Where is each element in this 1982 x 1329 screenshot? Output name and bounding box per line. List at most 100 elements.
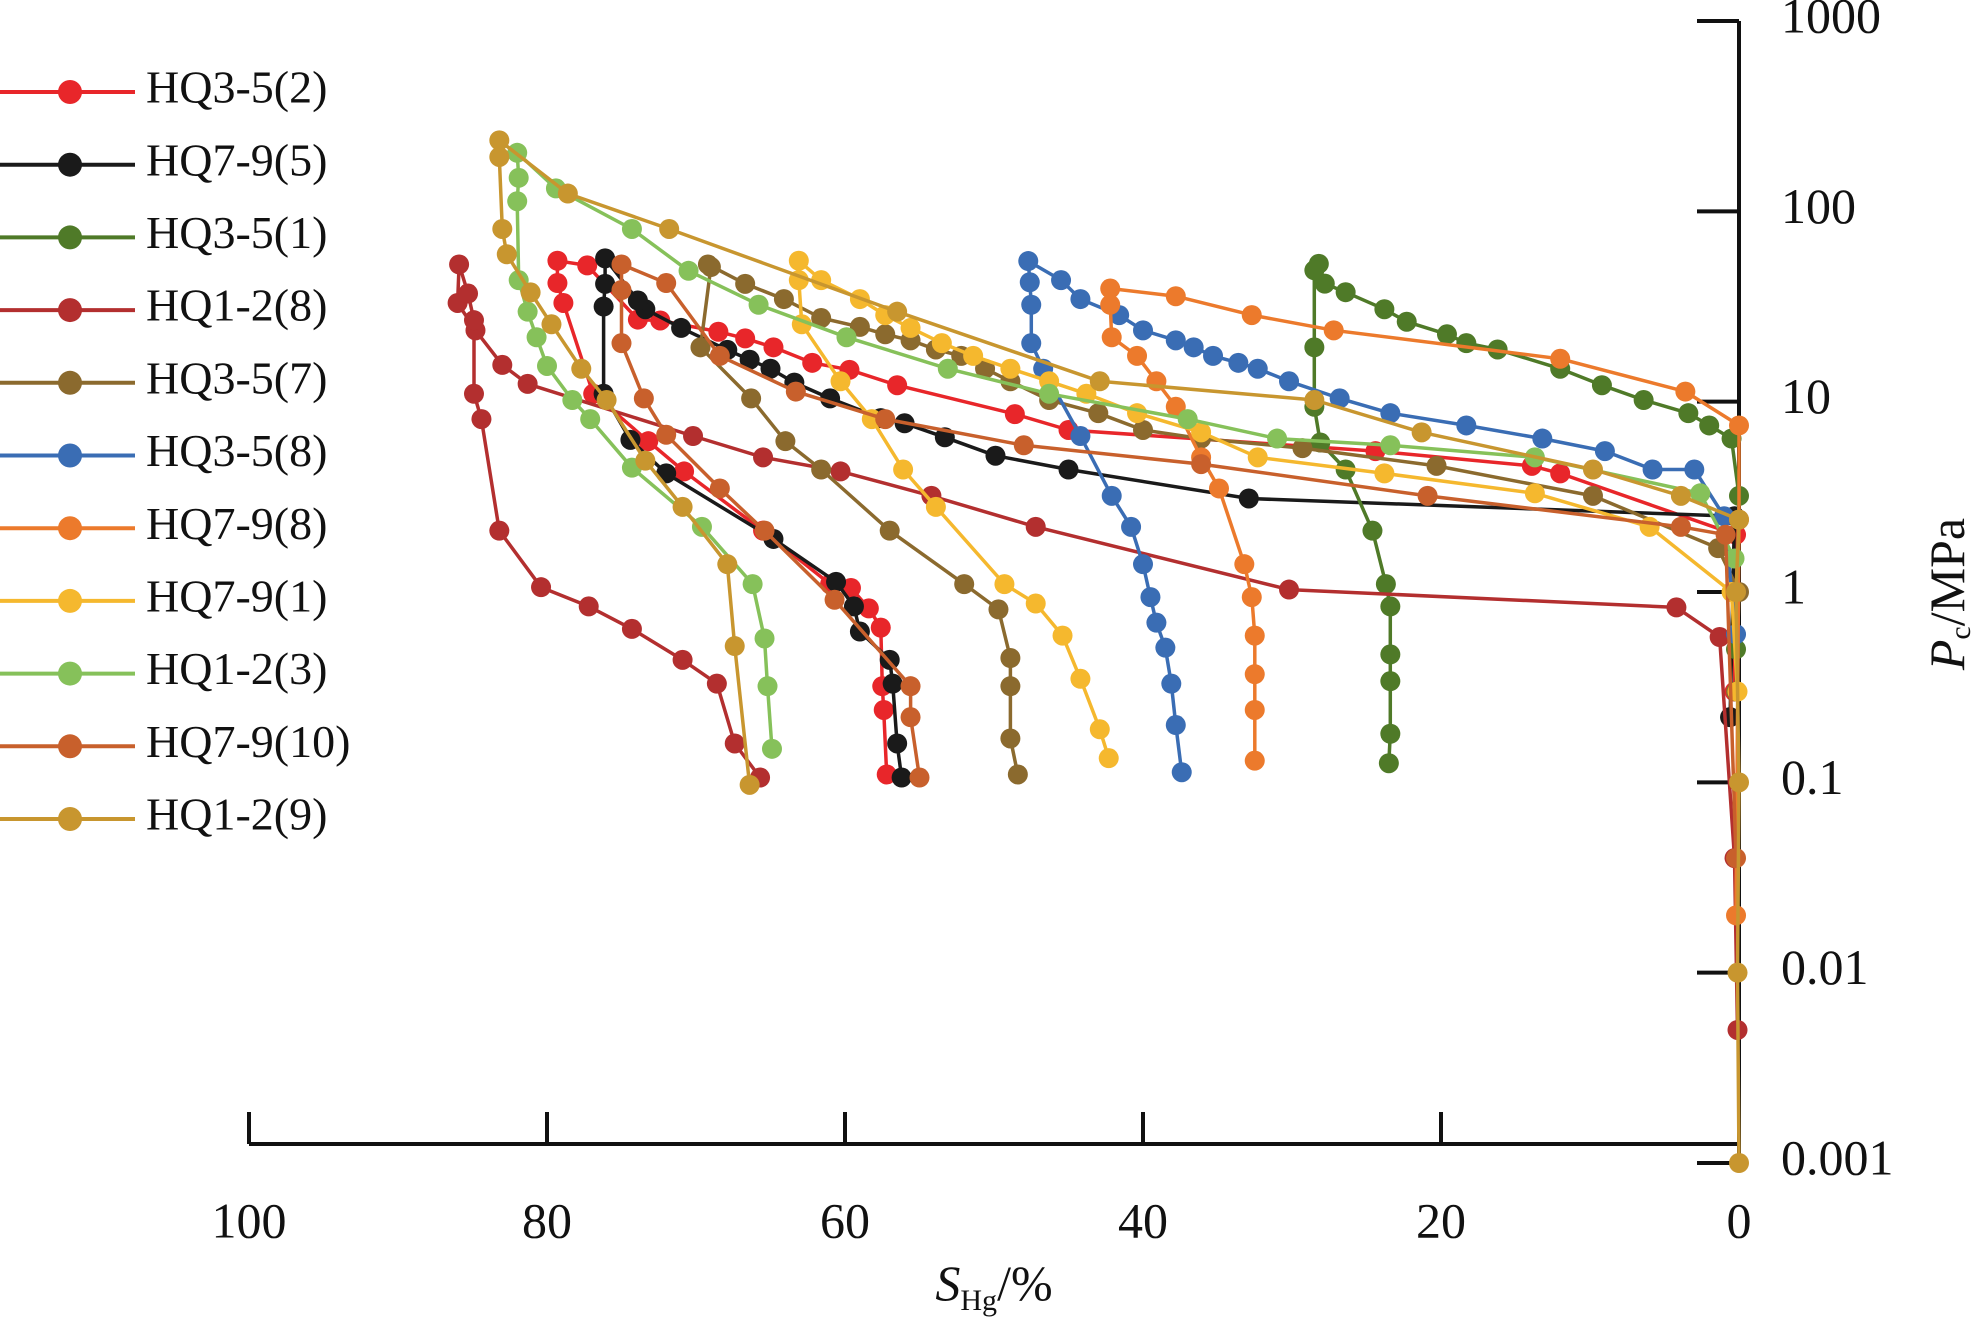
data-point — [1715, 524, 1736, 545]
data-point — [1234, 554, 1255, 575]
data-point — [1051, 270, 1072, 291]
data-point — [1323, 320, 1344, 341]
data-point — [1304, 390, 1325, 411]
data-point — [975, 358, 996, 379]
data-point — [1727, 962, 1748, 983]
data-point — [1241, 587, 1262, 608]
x-axis-unit: /% — [997, 1255, 1053, 1311]
data-point — [741, 388, 762, 409]
data-point — [706, 673, 727, 694]
legend-label: HQ3-5(8) — [146, 425, 327, 476]
data-point — [1025, 593, 1046, 614]
data-point — [1238, 488, 1259, 509]
x-tick-label: 100 — [212, 1192, 287, 1248]
data-point — [562, 390, 583, 411]
data-point — [709, 478, 730, 499]
data-point — [708, 321, 729, 342]
data-point — [553, 292, 574, 313]
data-point — [1100, 294, 1121, 315]
data-point — [1666, 597, 1687, 618]
data-point — [836, 327, 857, 348]
data-point — [541, 314, 562, 335]
data-point — [757, 676, 778, 697]
data-point — [1690, 483, 1711, 504]
y-axis-subscript: c — [1944, 626, 1977, 639]
series — [1018, 251, 1747, 783]
series-line — [497, 138, 1741, 1164]
data-point — [1247, 358, 1268, 379]
data-point — [873, 699, 894, 720]
data-point — [1165, 715, 1186, 736]
data-point — [547, 273, 568, 294]
y-tick-label: 10 — [1781, 368, 1831, 424]
data-point — [1292, 438, 1313, 459]
data-point — [1165, 330, 1186, 351]
x-axis-title: SHg/% — [935, 1255, 1052, 1317]
data-point — [1058, 459, 1079, 480]
series — [507, 142, 1745, 759]
data-point — [547, 250, 568, 271]
data-point — [1524, 483, 1545, 504]
data-point — [1550, 348, 1571, 369]
data-point — [802, 352, 823, 373]
data-point — [1007, 764, 1028, 785]
series-line — [515, 151, 1737, 749]
data-point — [537, 355, 557, 376]
data-point — [700, 256, 721, 277]
data-point — [963, 345, 984, 366]
data-point — [1396, 311, 1417, 332]
data-point — [621, 618, 642, 639]
data-point — [775, 431, 796, 452]
data-point — [1244, 664, 1265, 685]
data-point — [489, 146, 510, 167]
data-point — [742, 574, 763, 595]
x-tick-label: 60 — [820, 1192, 870, 1248]
data-point — [1088, 403, 1109, 424]
data-point — [1267, 428, 1288, 449]
data-point — [1374, 299, 1395, 320]
series-line — [1108, 286, 1741, 916]
series — [1100, 278, 1749, 926]
data-point — [1436, 324, 1457, 345]
data-point — [1670, 485, 1691, 506]
data-point — [954, 574, 975, 595]
legend-label: HQ7-9(8) — [146, 498, 327, 549]
data-point — [621, 218, 642, 239]
data-point — [463, 310, 484, 331]
y-axis-title: Pc/MPa — [1919, 518, 1976, 671]
data-point — [635, 450, 656, 471]
legend-marker — [58, 807, 82, 831]
data-point — [1380, 435, 1401, 456]
data-point — [1021, 333, 1042, 354]
data-point — [1380, 644, 1401, 665]
data-point — [925, 496, 946, 517]
data-point — [1000, 676, 1021, 697]
data-point — [739, 349, 760, 370]
data-point — [577, 255, 598, 276]
legend-marker — [58, 152, 82, 177]
legend-label: HQ1-2(8) — [146, 280, 327, 331]
data-point — [1244, 625, 1265, 646]
data-point — [1378, 753, 1399, 774]
data-point — [724, 733, 745, 754]
legend-marker — [58, 298, 82, 323]
data-point — [627, 290, 648, 311]
data-point — [471, 409, 492, 430]
legend-label: HQ1-2(9) — [146, 789, 327, 840]
data-point — [508, 270, 529, 291]
data-point — [1335, 282, 1356, 303]
data-point — [1183, 337, 1204, 358]
data-point — [656, 273, 677, 294]
data-point — [638, 431, 659, 452]
data-point — [1380, 723, 1401, 744]
data-point — [1025, 516, 1046, 537]
legend-label: HQ7-9(1) — [146, 570, 327, 621]
data-point — [739, 774, 760, 795]
y-axis-unit: /MPa — [1919, 518, 1975, 626]
data-point — [1101, 327, 1122, 348]
data-point — [489, 130, 510, 151]
data-point — [1121, 516, 1142, 537]
data-point — [492, 354, 513, 375]
data-point — [1726, 582, 1747, 602]
data-point — [496, 244, 517, 265]
